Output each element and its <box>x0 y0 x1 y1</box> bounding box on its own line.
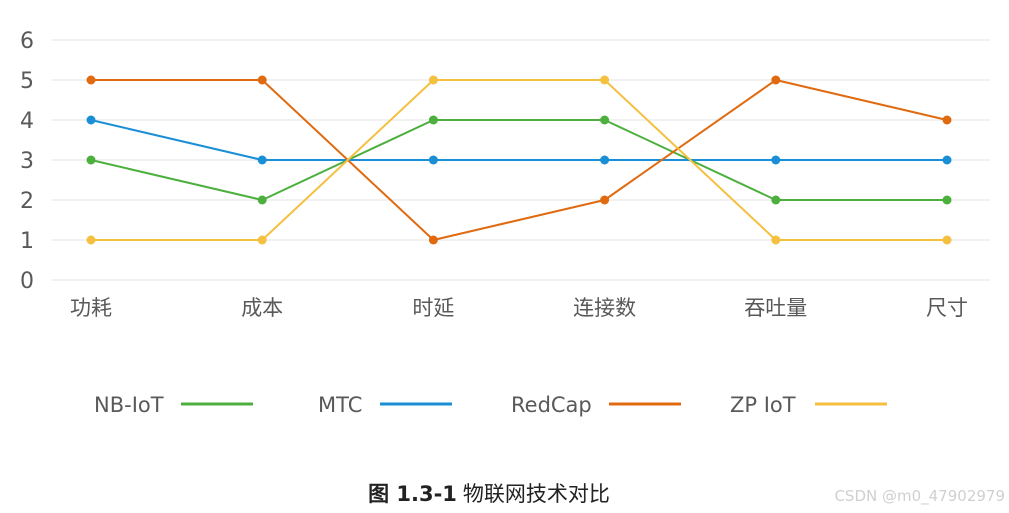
series-lines <box>86 75 952 245</box>
series-line <box>90 119 947 161</box>
caption-number: 图 1.3-1 <box>368 482 457 506</box>
data-point <box>428 235 438 245</box>
x-tick-label: 尺寸 <box>926 296 968 320</box>
y-tick-label: 2 <box>20 189 34 214</box>
y-tick-label: 6 <box>20 29 34 54</box>
y-tick-label: 1 <box>20 229 34 254</box>
x-tick-label: 成本 <box>241 296 283 320</box>
legend-item: MTC <box>318 393 452 417</box>
legend-label: RedCap <box>511 393 592 417</box>
series <box>86 75 952 245</box>
data-point <box>771 235 781 245</box>
data-point <box>600 75 610 85</box>
data-point <box>942 195 952 205</box>
watermark: CSDN @m0_47902979 <box>834 487 1005 506</box>
legend-item: ZP IoT <box>730 393 887 417</box>
legend-label: NB-IoT <box>94 393 164 417</box>
x-tick-label: 功耗 <box>70 296 112 320</box>
y-tick-label: 0 <box>20 269 34 294</box>
data-point <box>771 75 781 85</box>
data-point <box>771 155 781 165</box>
x-tick-label: 时延 <box>412 296 454 320</box>
x-tick-label: 连接数 <box>573 296 636 320</box>
legend-label: ZP IoT <box>730 393 796 417</box>
data-point <box>428 75 438 85</box>
data-point <box>86 235 96 245</box>
y-tick-label: 3 <box>20 149 34 174</box>
data-point <box>771 195 781 205</box>
caption-title: 物联网技术对比 <box>463 482 610 506</box>
data-point <box>942 235 952 245</box>
data-point <box>428 155 438 165</box>
data-point <box>942 155 952 165</box>
data-point <box>86 75 96 85</box>
data-point <box>600 155 610 165</box>
x-axis-ticks: 功耗 成本 时延 连接数 吞吐量 尺寸 <box>70 296 968 320</box>
series <box>86 115 952 205</box>
figure-caption: 图 1.3-1 物联网技术对比 <box>368 482 610 506</box>
data-point <box>942 115 952 125</box>
y-axis-ticks: 0 1 2 3 4 5 6 <box>20 29 34 294</box>
data-point <box>257 195 267 205</box>
legend-item: RedCap <box>511 393 681 417</box>
x-tick-label: 吞吐量 <box>744 296 807 320</box>
y-tick-label: 5 <box>20 69 34 94</box>
y-tick-label: 4 <box>20 109 34 134</box>
data-point <box>428 115 438 125</box>
series-line <box>91 79 948 241</box>
series-line <box>90 119 947 201</box>
series <box>86 75 952 245</box>
data-point <box>257 75 267 85</box>
data-point <box>257 235 267 245</box>
data-point <box>86 155 96 165</box>
legend-label: MTC <box>318 393 362 417</box>
legend-item: NB-IoT <box>94 393 253 417</box>
series-line <box>91 79 947 241</box>
data-point <box>600 115 610 125</box>
series <box>86 115 952 165</box>
data-point <box>86 115 96 125</box>
data-point <box>257 155 267 165</box>
data-point <box>600 195 610 205</box>
legend: NB-IoT MTC RedCap ZP IoT <box>94 393 887 417</box>
